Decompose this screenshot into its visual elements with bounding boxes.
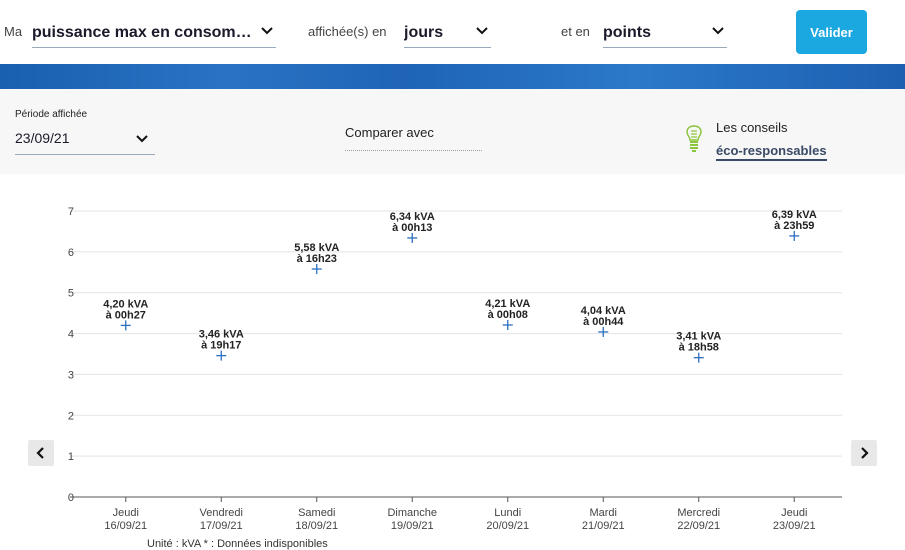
x-tick-label-date: 22/09/21 [677, 520, 720, 532]
data-point[interactable] [789, 230, 800, 241]
x-tick-label-day: Dimanche [387, 507, 437, 519]
data-label-time: à 18h58 [679, 342, 719, 354]
data-label-time: à 23h59 [774, 220, 814, 232]
y-tick-label: 3 [68, 369, 74, 381]
x-tick-label-day: Jeudi [781, 507, 807, 519]
display-select-value: points [603, 23, 651, 41]
x-tick-label-day: Jeudi [113, 507, 139, 519]
chevron-down-icon [476, 27, 488, 35]
y-tick-label: 5 [68, 288, 74, 300]
data-label-time: à 19h17 [201, 340, 241, 352]
shown-in-label: affichée(s) en [308, 24, 387, 39]
data-point[interactable] [502, 319, 513, 330]
eco-tips-link[interactable]: éco-responsables [716, 143, 827, 161]
period-select-value: 23/09/21 [15, 130, 70, 146]
data-point[interactable] [693, 352, 704, 363]
chevron-right-icon [861, 447, 869, 459]
display-select[interactable]: points [603, 18, 727, 48]
x-tick-label-date: 16/09/21 [104, 520, 147, 532]
x-tick-label-date: 17/09/21 [200, 520, 243, 532]
banner [0, 64, 905, 89]
and-in-label: et en [561, 24, 590, 39]
period-label: Période affichée [15, 109, 88, 120]
y-tick-label: 0 [68, 492, 74, 504]
x-tick-label-date: 21/09/21 [582, 520, 625, 532]
compare-select[interactable]: Comparer avec [345, 125, 482, 151]
data-label-value: 4,04 kVA [581, 305, 626, 317]
toolbar-prefix: Ma [4, 24, 23, 39]
toolbar: Ma puissance max en consommat… affichée(… [0, 0, 905, 64]
previous-button[interactable] [28, 440, 54, 466]
data-point[interactable] [216, 350, 227, 361]
data-label-time: à 00h44 [583, 316, 624, 328]
chevron-down-icon [712, 27, 724, 35]
data-label-time: à 00h08 [488, 309, 528, 321]
unit-select[interactable]: jours [404, 18, 491, 48]
y-tick-label: 4 [68, 329, 74, 341]
y-tick-label: 7 [68, 206, 74, 218]
data-label-value: 6,34 kVA [390, 211, 435, 223]
data-label-value: 4,21 kVA [485, 298, 530, 310]
data-label-time: à 16h23 [297, 253, 337, 265]
validate-button[interactable]: Valider [796, 10, 867, 54]
chevron-down-icon [261, 27, 273, 35]
y-tick-label: 2 [68, 410, 74, 422]
x-tick-label-day: Mardi [589, 507, 617, 519]
data-label-time: à 00h27 [106, 309, 146, 321]
chevron-down-icon [136, 135, 148, 143]
data-label-value: 5,58 kVA [294, 242, 339, 254]
data-label-value: 6,39 kVA [772, 209, 817, 221]
tips-title: Les conseils [716, 120, 788, 135]
y-tick-label: 1 [68, 451, 74, 463]
period-select[interactable]: 23/09/21 [15, 125, 155, 155]
y-tick-label: 6 [68, 247, 74, 259]
x-tick-label-date: 23/09/21 [773, 520, 816, 532]
data-point[interactable] [120, 320, 131, 331]
chart-footnote: Unité : kVA * : Données indisponibles [147, 538, 328, 550]
x-tick-label-day: Mercredi [677, 507, 720, 519]
x-tick-label-day: Vendredi [200, 507, 243, 519]
data-label-value: 3,46 kVA [199, 329, 244, 341]
x-tick-label-date: 18/09/21 [295, 520, 338, 532]
measure-select[interactable]: puissance max en consommat… [32, 18, 276, 48]
next-button[interactable] [851, 440, 877, 466]
data-label-value: 3,41 kVA [676, 331, 721, 343]
controls-panel: Période affichée 23/09/21 Comparer avec [0, 89, 905, 174]
x-tick-label-date: 19/09/21 [391, 520, 434, 532]
data-point[interactable] [598, 326, 609, 337]
x-tick-label-day: Lundi [494, 507, 521, 519]
measure-select-value: puissance max en consommat… [32, 23, 260, 41]
data-label-value: 4,20 kVA [103, 298, 148, 310]
data-point[interactable] [407, 232, 418, 243]
x-tick-label-day: Samedi [298, 507, 335, 519]
lightbulb-icon [686, 125, 702, 152]
unit-select-value: jours [404, 23, 444, 41]
chevron-left-icon [36, 447, 44, 459]
x-tick-label-date: 20/09/21 [486, 520, 529, 532]
data-label-time: à 00h13 [392, 222, 432, 234]
data-point[interactable] [311, 264, 322, 275]
